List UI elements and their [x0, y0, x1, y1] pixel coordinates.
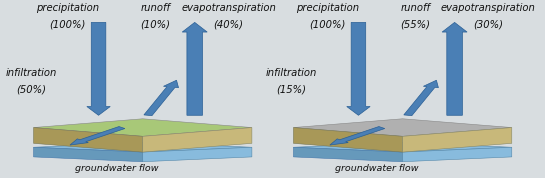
Text: evapotranspiration: evapotranspiration	[441, 3, 536, 13]
Polygon shape	[293, 128, 403, 152]
Polygon shape	[143, 128, 252, 152]
Polygon shape	[34, 119, 252, 136]
FancyArrow shape	[442, 22, 467, 115]
Polygon shape	[403, 128, 512, 152]
Text: runoff: runoff	[141, 3, 171, 13]
FancyArrow shape	[404, 80, 438, 116]
FancyArrow shape	[87, 22, 110, 115]
FancyArrow shape	[182, 22, 207, 115]
FancyArrow shape	[70, 127, 125, 145]
Text: infiltration: infiltration	[5, 68, 57, 78]
FancyArrow shape	[330, 127, 385, 145]
Text: (100%): (100%)	[49, 20, 86, 30]
FancyArrow shape	[144, 80, 179, 116]
Text: (50%): (50%)	[16, 85, 46, 95]
FancyArrow shape	[347, 22, 370, 115]
Text: precipitation: precipitation	[296, 3, 359, 13]
Text: (55%): (55%)	[401, 20, 431, 30]
Text: evapotranspiration: evapotranspiration	[181, 3, 276, 13]
Polygon shape	[293, 147, 403, 162]
Polygon shape	[293, 142, 512, 152]
Text: groundwater flow: groundwater flow	[75, 164, 159, 173]
Polygon shape	[34, 128, 143, 152]
Text: (30%): (30%)	[474, 20, 504, 30]
Text: (40%): (40%)	[214, 20, 244, 30]
Polygon shape	[34, 147, 143, 162]
Polygon shape	[34, 142, 252, 152]
Text: precipitation: precipitation	[36, 3, 99, 13]
Polygon shape	[403, 147, 512, 162]
Text: infiltration: infiltration	[265, 68, 317, 78]
Polygon shape	[293, 119, 512, 136]
Text: (100%): (100%)	[309, 20, 346, 30]
Text: groundwater flow: groundwater flow	[335, 164, 419, 173]
Text: runoff: runoff	[401, 3, 431, 13]
Text: (10%): (10%)	[141, 20, 171, 30]
Text: (15%): (15%)	[276, 85, 306, 95]
Polygon shape	[143, 147, 252, 162]
